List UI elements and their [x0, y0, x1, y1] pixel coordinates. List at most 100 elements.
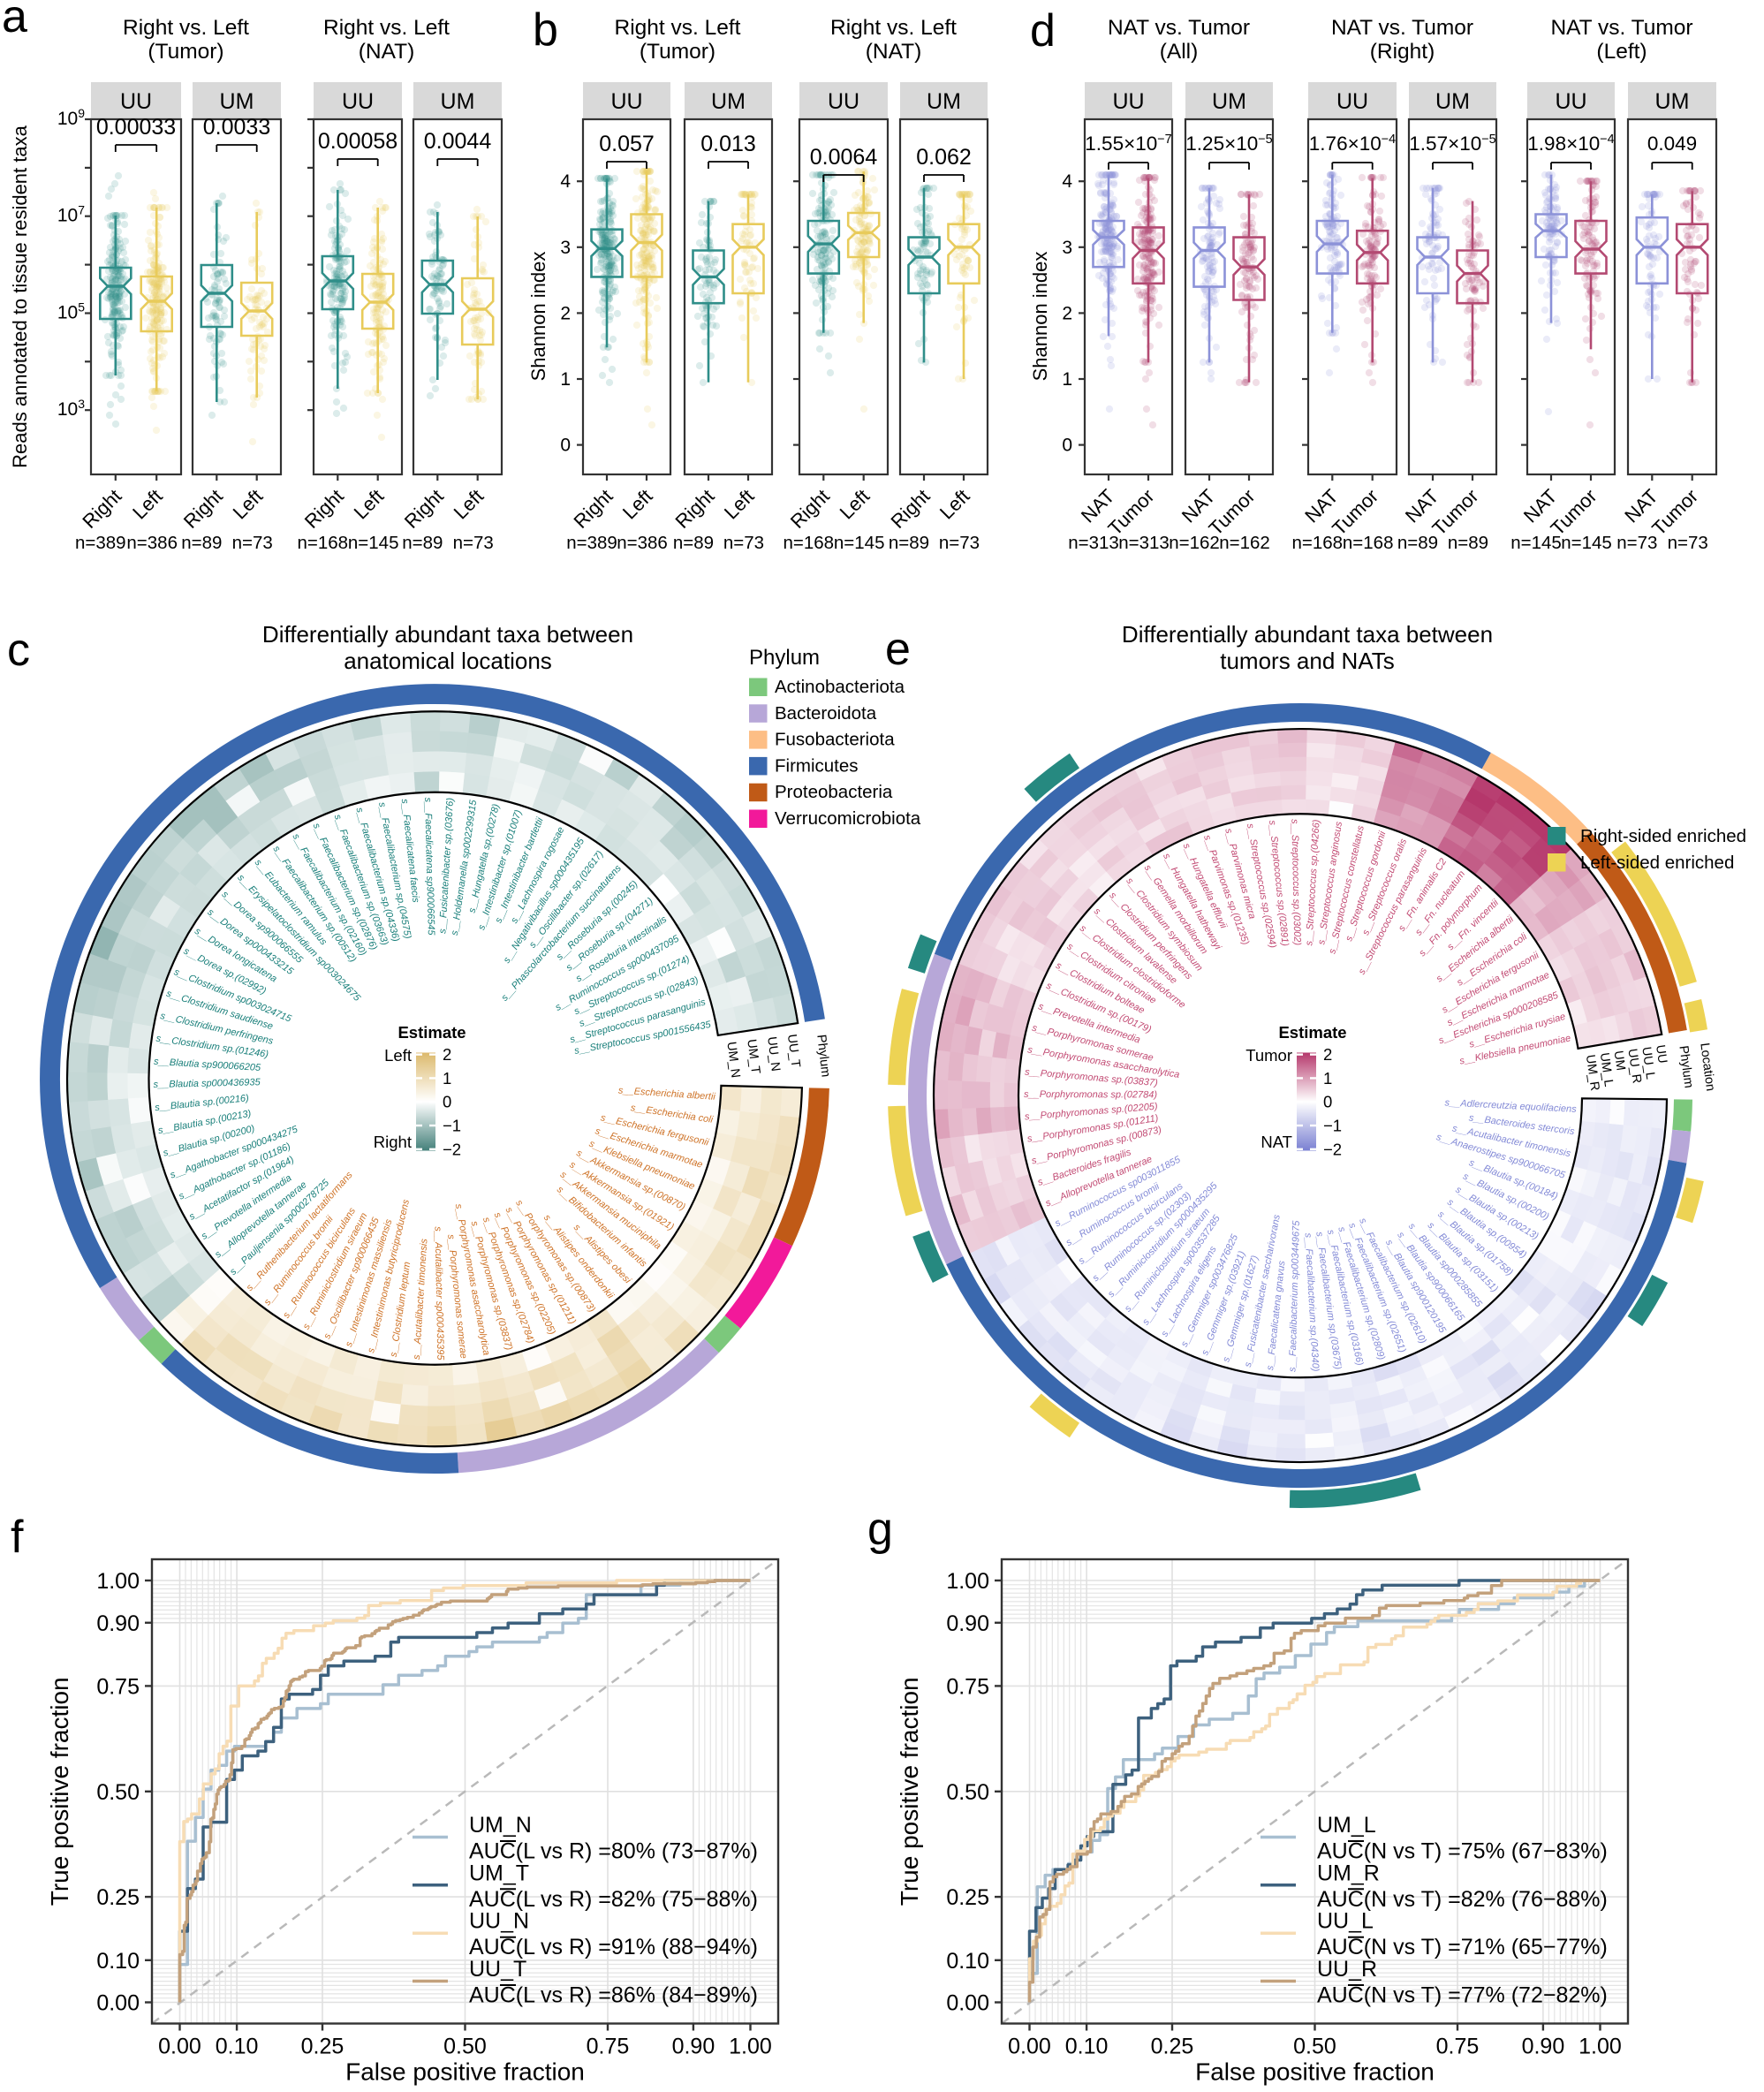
svg-text:0.00058: 0.00058 [318, 129, 397, 154]
svg-text:Differentially abundant taxa b: Differentially abundant taxa between [1122, 621, 1493, 648]
svg-text:UU_L: UU_L [1317, 1909, 1374, 1934]
svg-text:UU_N: UU_N [469, 1909, 529, 1934]
svg-text:tumors and NATs: tumors and NATs [1220, 648, 1394, 674]
svg-text:False positive fraction: False positive fraction [1195, 2058, 1435, 2086]
svg-text:(Left): (Left) [1596, 40, 1647, 64]
svg-text:UM: UM [711, 89, 746, 114]
svg-text:n=145: n=145 [834, 533, 885, 553]
svg-text:UU: UU [1336, 89, 1368, 114]
svg-text:n=168: n=168 [1343, 533, 1394, 553]
svg-text:Right vs. Left: Right vs. Left [830, 16, 957, 40]
svg-text:n=168: n=168 [784, 533, 835, 553]
svg-text:0.90: 0.90 [1522, 2035, 1565, 2059]
svg-text:2: 2 [443, 1045, 451, 1064]
svg-text:n=145: n=145 [1561, 533, 1612, 553]
svg-text:n=313: n=313 [1068, 533, 1119, 553]
svg-text:UM: UM [220, 89, 254, 114]
svg-text:UU: UU [610, 89, 642, 114]
svg-text:Firmicutes: Firmicutes [775, 755, 859, 776]
svg-text:n=389: n=389 [566, 533, 617, 553]
svg-text:Right vs. Left: Right vs. Left [323, 16, 450, 40]
svg-text:g: g [867, 1504, 893, 1555]
svg-text:1: 1 [443, 1069, 451, 1088]
svg-text:−2: −2 [443, 1140, 461, 1158]
svg-text:n=145: n=145 [348, 533, 399, 553]
svg-text:n=168: n=168 [298, 533, 349, 553]
svg-text:0.00: 0.00 [158, 2035, 201, 2059]
svg-text:AUC(N vs T) =71% (65−77%): AUC(N vs T) =71% (65−77%) [1317, 1935, 1608, 1959]
svg-text:(NAT): (NAT) [866, 40, 922, 64]
svg-text:1: 1 [1062, 369, 1072, 390]
svg-text:0.0033: 0.0033 [203, 115, 270, 140]
svg-text:UM: UM [1435, 89, 1470, 114]
svg-text:−1: −1 [443, 1117, 461, 1135]
svg-text:Right vs. Left: Right vs. Left [615, 16, 741, 40]
svg-text:Estimate: Estimate [1278, 1023, 1346, 1042]
svg-text:AUC(L vs R) =86% (84−89%): AUC(L vs R) =86% (84−89%) [469, 1983, 758, 2008]
svg-text:Verrucomicrobiota: Verrucomicrobiota [775, 808, 921, 829]
svg-text:UM_T: UM_T [469, 1861, 529, 1885]
svg-text:AUC(L vs R) =82% (75−88%): AUC(L vs R) =82% (75−88%) [469, 1887, 758, 1912]
svg-text:n=89: n=89 [181, 533, 222, 553]
svg-text:AUC(N vs T) =77% (72−82%): AUC(N vs T) =77% (72−82%) [1317, 1983, 1608, 2008]
svg-text:NAT vs. Tumor: NAT vs. Tumor [1550, 16, 1692, 40]
svg-text:UU: UU [1112, 89, 1144, 114]
svg-text:n=145: n=145 [1510, 533, 1562, 553]
svg-text:n=386: n=386 [617, 533, 668, 553]
svg-text:0.75: 0.75 [96, 1674, 140, 1699]
svg-text:n=73: n=73 [1616, 533, 1657, 553]
svg-text:0.062: 0.062 [916, 145, 972, 170]
svg-text:0.25: 0.25 [1151, 2035, 1194, 2059]
svg-text:UM: UM [1655, 89, 1690, 114]
svg-text:anatomical locations: anatomical locations [344, 648, 552, 674]
svg-text:n=162: n=162 [1219, 533, 1270, 553]
svg-text:0.10: 0.10 [216, 2035, 259, 2059]
svg-text:a: a [2, 0, 27, 42]
svg-text:0.00: 0.00 [946, 1991, 989, 2016]
svg-text:0.50: 0.50 [1293, 2035, 1336, 2059]
svg-text:0.049: 0.049 [1647, 133, 1697, 155]
svg-text:e: e [885, 624, 911, 675]
svg-text:n=386: n=386 [126, 533, 178, 553]
svg-text:UM_L: UM_L [1317, 1813, 1376, 1838]
svg-text:n=73: n=73 [453, 533, 494, 553]
svg-text:0.50: 0.50 [96, 1780, 140, 1805]
svg-text:3: 3 [560, 238, 571, 258]
svg-text:0: 0 [1062, 436, 1072, 456]
svg-text:n=313: n=313 [1118, 533, 1170, 553]
svg-text:2: 2 [560, 303, 571, 323]
svg-text:s__Porphyromonas sp.(02784): s__Porphyromonas sp.(02784) [1024, 1089, 1157, 1101]
svg-text:0.10: 0.10 [96, 1949, 140, 1974]
svg-text:0.75: 0.75 [587, 2035, 630, 2059]
svg-text:NAT vs. Tumor: NAT vs. Tumor [1108, 16, 1250, 40]
svg-text:NAT vs. Tumor: NAT vs. Tumor [1331, 16, 1473, 40]
svg-text:n=389: n=389 [75, 533, 126, 553]
svg-text:0.90: 0.90 [96, 1611, 140, 1636]
svg-text:UU: UU [120, 89, 152, 114]
svg-text:(All): (All) [1160, 40, 1199, 64]
svg-text:n=89: n=89 [1448, 533, 1488, 553]
svg-text:f: f [11, 1512, 24, 1563]
svg-text:UM: UM [927, 89, 961, 114]
svg-text:Actinobacteriota: Actinobacteriota [775, 677, 905, 697]
svg-text:UU_R: UU_R [1317, 1957, 1377, 1982]
svg-text:n=73: n=73 [1668, 533, 1708, 553]
svg-text:Estimate: Estimate [397, 1023, 466, 1042]
svg-text:AUC(L vs R) =91% (88−94%): AUC(L vs R) =91% (88−94%) [469, 1935, 758, 1959]
svg-text:Shannon index: Shannon index [527, 252, 549, 382]
svg-text:1: 1 [560, 369, 571, 390]
svg-text:1.00: 1.00 [96, 1569, 140, 1594]
svg-text:n=73: n=73 [232, 533, 273, 553]
svg-text:−1: −1 [1323, 1117, 1342, 1135]
svg-text:1.00: 1.00 [946, 1569, 989, 1594]
svg-text:n=89: n=89 [402, 533, 443, 553]
svg-text:(Right): (Right) [1370, 40, 1435, 64]
svg-text:Left-sided enriched: Left-sided enriched [1580, 853, 1734, 873]
svg-text:True positive fraction: True positive fraction [46, 1677, 73, 1906]
svg-text:n=89: n=89 [1397, 533, 1438, 553]
svg-text:(Tumor): (Tumor) [148, 40, 223, 64]
svg-text:1.00: 1.00 [1579, 2035, 1622, 2059]
svg-text:Tumor: Tumor [1245, 1046, 1292, 1065]
svg-text:2: 2 [1062, 303, 1072, 323]
svg-text:AUC(N vs T) =75% (67−83%): AUC(N vs T) =75% (67−83%) [1317, 1839, 1608, 1864]
